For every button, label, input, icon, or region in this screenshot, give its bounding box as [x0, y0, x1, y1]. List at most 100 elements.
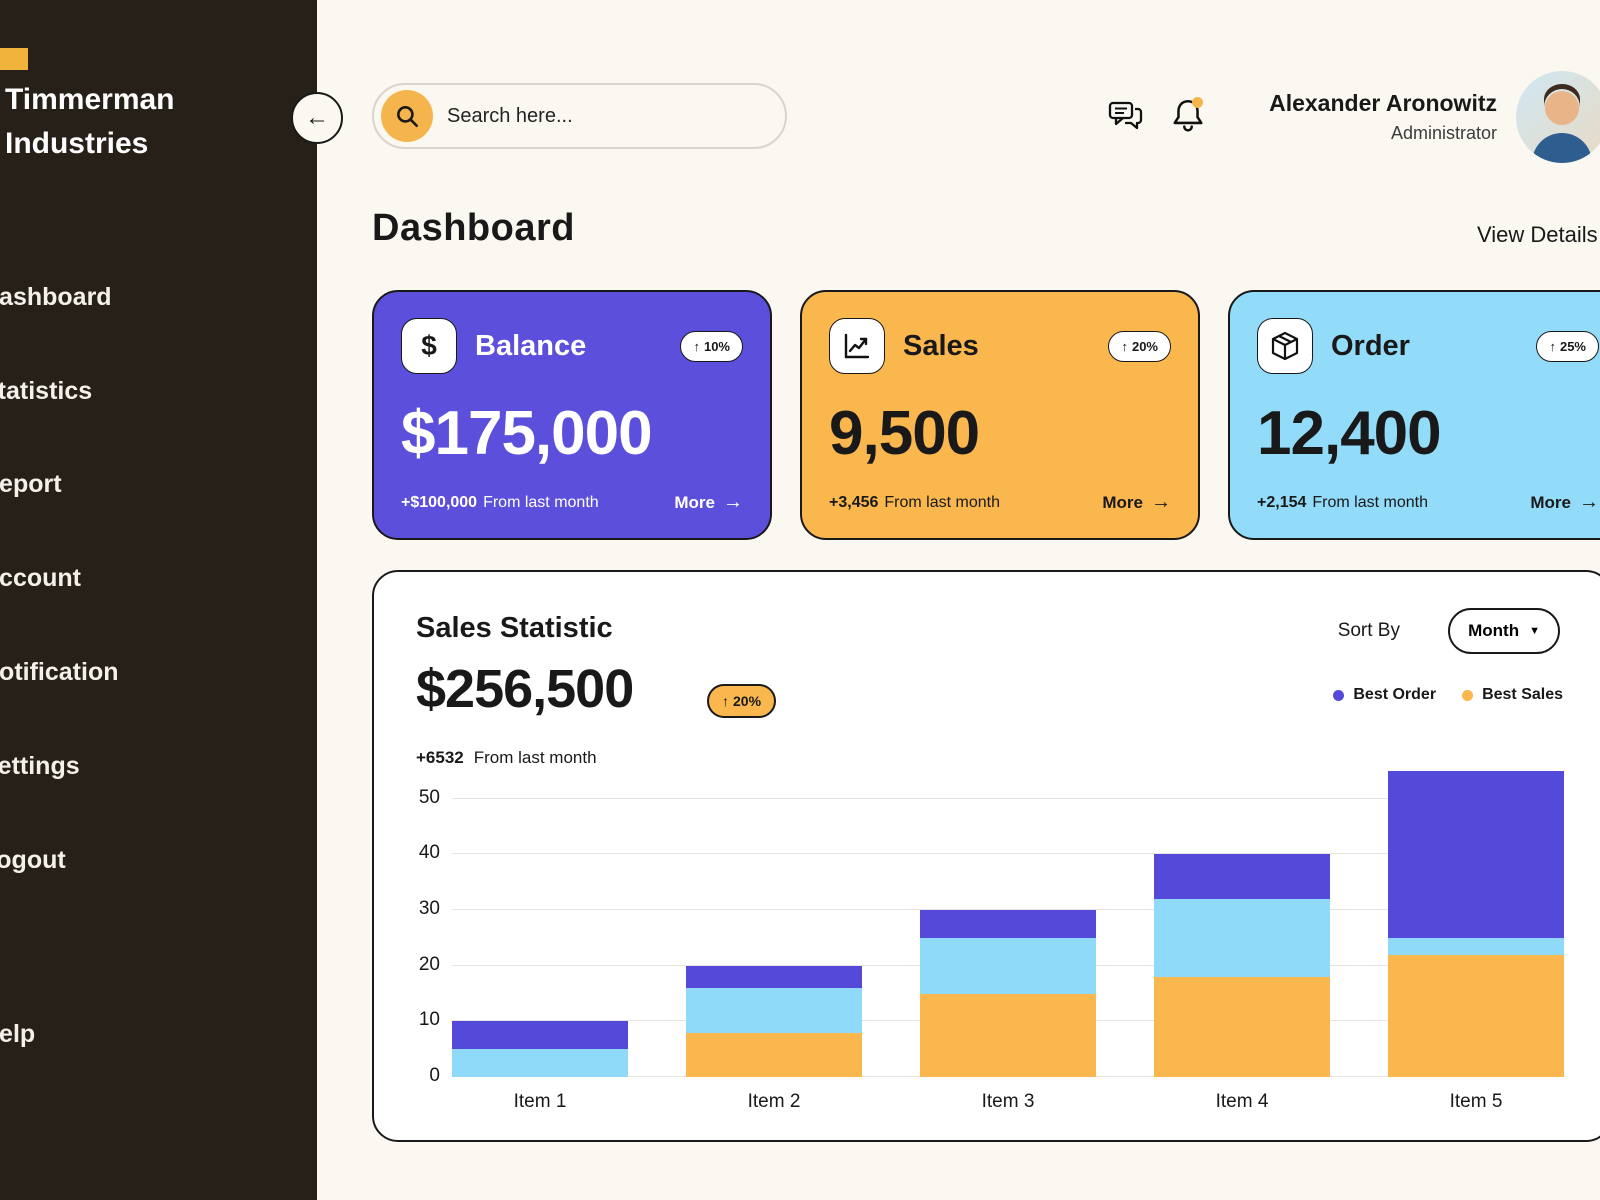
arrow-up-icon: ↑ — [693, 338, 700, 354]
dollar-icon: $ — [401, 318, 457, 374]
chart-x-axis-labels: Item 1 Item 2 Item 3 Item 4 Item 5 — [452, 1091, 1564, 1113]
arrow-up-icon: ↑ — [1549, 338, 1556, 354]
sort-month-dropdown[interactable]: Month ▼ — [1448, 608, 1560, 654]
panel-title: Sales Statistic — [416, 612, 613, 644]
sidebar-item-statistics[interactable]: Statistics — [0, 377, 93, 405]
sidebar-collapse-button[interactable]: ← — [291, 92, 343, 144]
bar-segment — [452, 1049, 628, 1077]
gridline — [452, 853, 1564, 855]
sidebar-item-settings[interactable]: Settings — [0, 752, 80, 780]
search-bar — [372, 83, 787, 149]
avatar[interactable] — [1516, 71, 1600, 163]
balance-more-button[interactable]: More → — [674, 491, 743, 513]
chart-legend: Best Order Best Sales — [1333, 686, 1563, 704]
user-role: Administrator — [1390, 123, 1497, 143]
sales-chart-icon — [829, 318, 885, 374]
stats-subtext: +6532 From last month — [416, 748, 597, 767]
stacked-bar-chart: 0 10 20 30 40 50 Item 1 Item 2 Item 3 Item 4 Item… — [419, 771, 1564, 1112]
page-title: Dashboard — [372, 207, 575, 249]
package-icon — [1257, 318, 1313, 374]
card-title: Sales — [903, 329, 979, 362]
gridline — [452, 909, 1564, 911]
order-subtext: +2,154 From last month — [1257, 493, 1428, 511]
bar-segment — [1388, 771, 1564, 938]
bar-segment — [686, 988, 862, 1033]
balance-subtext: +$100,000 From last month — [401, 493, 599, 511]
x-tick-label: Item 5 — [1449, 1091, 1503, 1112]
stats-total-value: $256,500 — [416, 659, 634, 719]
notifications-button[interactable] — [1172, 97, 1204, 136]
chat-icon — [1108, 101, 1144, 135]
stats-delta-badge: ↑ 20% — [707, 684, 777, 718]
chevron-down-icon: ▼ — [1529, 625, 1540, 637]
bar-segment — [1154, 976, 1330, 1077]
stacked-bar — [452, 1021, 628, 1077]
bar-segment — [1388, 954, 1564, 1077]
arrow-up-icon: ↑ — [1121, 338, 1128, 354]
user-name: Alexander Aronowitz — [1269, 90, 1497, 116]
bar-segment — [452, 1021, 628, 1050]
y-tick-label: 0 — [429, 1065, 440, 1086]
sales-more-button[interactable]: More → — [1102, 491, 1171, 513]
stacked-bar — [1154, 854, 1330, 1077]
brand-name: Timmerman Industries — [5, 83, 175, 160]
stacked-bar — [1388, 771, 1564, 1077]
sales-subtext: +3,456 From last month — [829, 493, 1000, 511]
arrow-left-icon: ← — [305, 104, 329, 131]
bar-segment — [686, 1032, 862, 1077]
sidebar-item-notification[interactable]: Notification — [0, 658, 119, 686]
legend-best-order: Best Order — [1333, 686, 1436, 704]
sidebar-item-logout[interactable]: Logout — [0, 846, 66, 874]
bar-segment — [920, 910, 1096, 938]
search-input[interactable] — [447, 104, 737, 128]
stacked-bar — [686, 965, 862, 1077]
arrow-right-icon: → — [1151, 491, 1171, 513]
sales-statistic-panel: Sales Statistic Sort By Month ▼ $256,500… — [372, 570, 1600, 1142]
order-delta-badge: ↑ 25% — [1536, 330, 1599, 362]
x-tick-label: Item 4 — [1215, 1091, 1269, 1112]
balance-card: $ Balance ↑ 10% $175,000 +$100,000 From la… — [372, 290, 772, 540]
card-title: Order — [1331, 329, 1410, 362]
sales-card: Sales ↑ 20% 9,500 +3,456 From last month M… — [800, 290, 1200, 540]
x-tick-label: Item 2 — [747, 1091, 801, 1112]
x-tick-label: Item 3 — [981, 1091, 1035, 1112]
sort-by-label: Sort By — [1337, 620, 1400, 641]
bell-icon — [1172, 97, 1204, 136]
brand-logo — [0, 48, 28, 70]
sidebar-item-report[interactable]: Report — [0, 470, 62, 498]
bar-segment — [1154, 854, 1330, 899]
legend-dot-purple — [1333, 689, 1345, 701]
sidebar-item-help[interactable]: Help — [0, 1020, 36, 1048]
balance-delta-badge: ↑ 10% — [680, 330, 743, 362]
arrow-right-icon: → — [723, 491, 743, 513]
order-card: Order ↑ 25% 12,400 +2,154 From last month … — [1228, 290, 1600, 540]
y-tick-label: 30 — [418, 898, 440, 920]
card-title: Balance — [475, 329, 587, 362]
sales-delta-badge: ↑ 20% — [1108, 330, 1171, 362]
bar-segment — [686, 965, 862, 988]
user-info: Alexander Aronowitz Administrator — [1269, 90, 1497, 144]
sidebar-item-account[interactable]: Account — [0, 564, 81, 592]
balance-value: $175,000 — [401, 399, 653, 468]
order-more-button[interactable]: More → — [1530, 491, 1599, 513]
stacked-bar — [920, 910, 1096, 1077]
y-tick-label: 10 — [418, 1009, 440, 1031]
arrow-up-icon: ↑ — [722, 693, 729, 709]
view-details-link[interactable]: View Details — [1477, 222, 1598, 247]
y-tick-label: 50 — [418, 786, 440, 808]
y-tick-label: 40 — [418, 842, 440, 864]
chart-bars — [452, 771, 1564, 1077]
legend-best-sales: Best Sales — [1462, 686, 1563, 704]
bar-segment — [1388, 937, 1564, 955]
messages-button[interactable] — [1108, 100, 1144, 135]
search-icon — [381, 90, 433, 142]
bar-segment — [920, 993, 1096, 1077]
arrow-right-icon: → — [1579, 491, 1599, 513]
bar-segment — [920, 937, 1096, 994]
sidebar: Timmerman Industries Dashboard Statistic… — [0, 0, 317, 1200]
legend-dot-yellow — [1462, 689, 1474, 701]
sidebar-item-dashboard[interactable]: Dashboard — [0, 283, 112, 311]
gridline — [452, 797, 1564, 799]
sales-value: 9,500 — [829, 399, 980, 468]
x-tick-label: Item 1 — [513, 1091, 567, 1112]
